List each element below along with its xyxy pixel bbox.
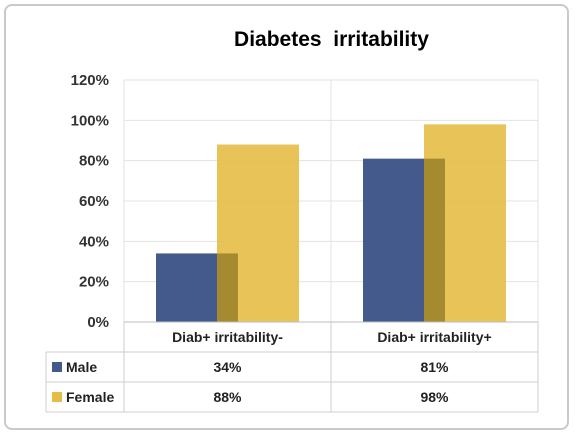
- legend-swatch: [52, 392, 62, 402]
- x-tick-label: Diab+ irritability-: [172, 329, 283, 345]
- legend-label: Male: [66, 359, 97, 375]
- y-tick-label: 120%: [71, 72, 109, 89]
- x-tick-label: Diab+ irritability+: [377, 329, 491, 345]
- legend-swatch: [52, 362, 62, 372]
- y-tick-label: 20%: [79, 274, 109, 291]
- y-tick-label: 60%: [79, 193, 109, 210]
- data-table-value: 98%: [420, 389, 449, 405]
- y-tick-label: 80%: [79, 153, 109, 170]
- y-tick-label: 100%: [71, 112, 109, 129]
- legend-label: Female: [66, 389, 114, 405]
- bar-overlap: [424, 158, 445, 322]
- data-table-value: 34%: [213, 359, 242, 375]
- data-table-value: 81%: [420, 359, 449, 375]
- y-tick-label: 40%: [79, 233, 109, 250]
- bar-overlap: [217, 253, 238, 322]
- data-table-value: 88%: [213, 389, 242, 405]
- y-tick-label: 0%: [87, 314, 109, 331]
- chart-title: Diabetes irritability: [234, 28, 429, 51]
